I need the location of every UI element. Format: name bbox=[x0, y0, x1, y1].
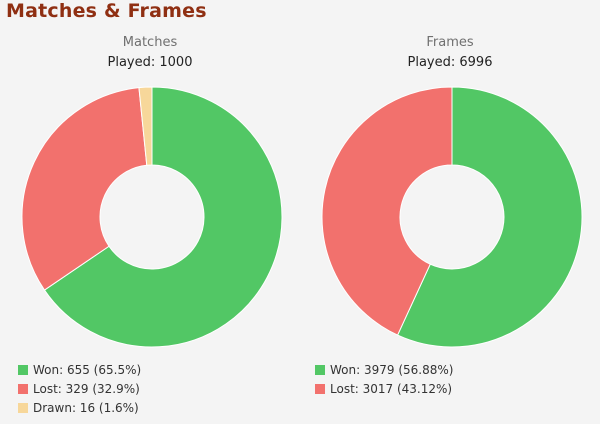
legend-item-lost[interactable]: Lost: 329 (32.9%) bbox=[18, 379, 141, 398]
chart-title: Frames bbox=[426, 35, 474, 50]
chart-title: Matches bbox=[122, 35, 178, 50]
chart-subtitle: Played: 6996 bbox=[407, 55, 493, 70]
legend-label: Won: 655 (65.5%) bbox=[33, 362, 142, 377]
legend-label: Drawn: 16 (1.6%) bbox=[33, 400, 139, 415]
legend-swatch bbox=[18, 383, 28, 394]
slice-won[interactable] bbox=[43, 86, 283, 348]
legend-label: Won: 3979 (56.88%) bbox=[330, 362, 454, 377]
legend-item-won[interactable]: Won: 655 (65.5%) bbox=[18, 360, 141, 379]
legend-label: Lost: 3017 (43.12%) bbox=[330, 381, 453, 396]
legend-swatch bbox=[315, 364, 325, 375]
slice-won[interactable] bbox=[396, 86, 583, 348]
matches-legend: Won: 655 (65.5%) Lost: 329 (32.9%) Drawn: … bbox=[18, 360, 141, 417]
frames-chart: Frames Played: 6996 Won: 3979 (56.88%) Lo… bbox=[300, 30, 600, 424]
legend-label: Lost: 329 (32.9%) bbox=[33, 381, 140, 396]
legend-item-won[interactable]: Won: 3979 (56.88%) bbox=[315, 360, 453, 379]
legend-swatch bbox=[18, 364, 28, 375]
frames-legend: Won: 3979 (56.88%) Lost: 3017 (43.12%) bbox=[315, 360, 453, 398]
legend-swatch bbox=[18, 402, 28, 413]
slice-lost[interactable] bbox=[21, 87, 148, 291]
chart-subtitle: Played: 1000 bbox=[107, 55, 193, 70]
legend-swatch bbox=[315, 383, 325, 394]
legend-item-drawn[interactable]: Drawn: 16 (1.6%) bbox=[18, 398, 141, 417]
legend-item-lost[interactable]: Lost: 3017 (43.12%) bbox=[315, 379, 453, 398]
slice-lost[interactable] bbox=[321, 86, 453, 336]
slice-drawn[interactable] bbox=[138, 86, 153, 166]
matches-donut bbox=[21, 86, 283, 348]
page-title: Matches & Frames bbox=[6, 0, 207, 22]
frames-donut bbox=[321, 86, 583, 348]
matches-chart: Matches Played: 1000 Won: 655 (65.5%) Los… bbox=[0, 30, 300, 424]
